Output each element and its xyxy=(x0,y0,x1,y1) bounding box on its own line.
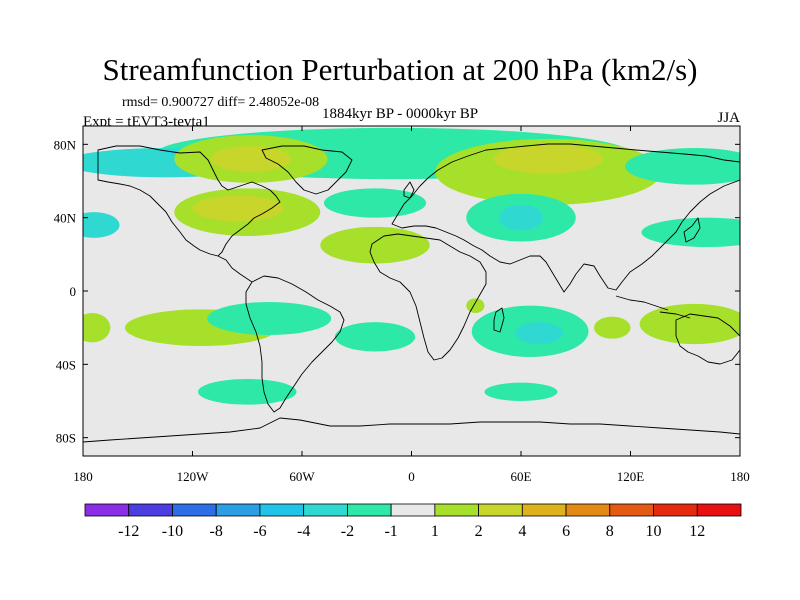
colorbar-label: 12 xyxy=(689,523,705,540)
anomaly-region xyxy=(320,226,430,264)
x-tick-label: 120W xyxy=(177,469,210,484)
colorbar-swatch xyxy=(390,503,436,517)
coastline-eurasia xyxy=(391,143,740,293)
anomaly-region xyxy=(484,382,558,402)
y-tick-label: 40S xyxy=(56,357,76,372)
x-tick-label: 60W xyxy=(289,469,315,484)
anomaly-region xyxy=(493,144,604,174)
coastline-australia xyxy=(675,313,740,365)
anomaly-region xyxy=(83,313,111,343)
colorbar-label: -10 xyxy=(162,523,183,540)
colorbar-swatch xyxy=(521,503,567,517)
colorbar-label: -6 xyxy=(253,523,266,540)
colorbar-label: -4 xyxy=(297,523,310,540)
x-tick-label: 180 xyxy=(73,469,93,484)
colorbar-swatch xyxy=(609,503,654,517)
anomaly-region xyxy=(192,195,284,222)
colorbar: -12 -10 -8 -6 -4 -2 -1 1 2 4 6 8 10 12 xyxy=(84,503,742,540)
anomaly-region xyxy=(83,212,120,238)
colorbar-label: 1 xyxy=(431,523,439,540)
colorbar-label: 6 xyxy=(562,523,570,540)
colorbar-label: -2 xyxy=(341,523,354,540)
anomaly-region xyxy=(210,146,292,172)
colorbar-swatch xyxy=(653,503,698,517)
anomaly-region xyxy=(641,217,740,247)
colorbar-label: -12 xyxy=(118,523,139,540)
coastline-japan xyxy=(683,217,701,243)
colorbar-swatch xyxy=(696,503,742,517)
anomaly-layer xyxy=(83,127,740,405)
colorbar-swatch xyxy=(128,503,173,517)
colorbar-swatch xyxy=(84,503,130,517)
colorbar-label: -1 xyxy=(384,523,397,540)
colorbar-swatch xyxy=(346,503,392,517)
colorbar-label: 8 xyxy=(606,523,614,540)
anomaly-region xyxy=(466,298,485,313)
colorbar-swatch xyxy=(565,503,611,517)
y-tick-label: 0 xyxy=(70,284,77,299)
coastline-antarctica xyxy=(83,417,740,443)
colorbar-label: 4 xyxy=(518,523,526,540)
chart-title: Streamfunction Perturbation at 200 hPa (… xyxy=(102,52,698,87)
colorbar-swatch xyxy=(259,503,305,517)
anomaly-region xyxy=(197,379,297,405)
anomaly-region xyxy=(625,148,740,185)
anomaly-region xyxy=(499,204,543,231)
y-axis: 80N 40N 0 40S 80S xyxy=(54,137,740,446)
anomaly-region xyxy=(334,322,416,352)
coastline-south-america xyxy=(245,275,345,413)
x-tick-label: 180 xyxy=(730,469,750,484)
x-tick-label: 0 xyxy=(408,469,415,484)
coastline-africa xyxy=(369,233,487,361)
x-axis: 180 120W 60W 0 60E 120E 180 xyxy=(73,126,750,484)
coastline-greenland xyxy=(261,145,353,195)
coastline-north-america xyxy=(97,145,281,257)
coastline-madagascar xyxy=(493,307,505,333)
colorbar-label: 10 xyxy=(646,523,662,540)
x-tick-label: 120E xyxy=(617,469,645,484)
x-tick-label: 60E xyxy=(511,469,532,484)
coastline-central-america xyxy=(217,255,253,283)
anomaly-region xyxy=(594,316,631,339)
colorbar-swatch xyxy=(215,503,261,517)
colorbar-swatch xyxy=(478,503,523,517)
season-label: JJA xyxy=(717,110,740,126)
anomaly-region xyxy=(323,188,427,218)
colorbar-label: 2 xyxy=(475,523,483,540)
anomaly-region xyxy=(639,303,740,345)
y-tick-label: 80S xyxy=(56,431,76,446)
colorbar-label: -8 xyxy=(210,523,223,540)
stats-label: rmsd= 0.900727 diff= 2.48052e-08 xyxy=(122,95,320,110)
anomaly-region xyxy=(515,322,563,345)
colorbar-swatch xyxy=(303,503,348,517)
colorbar-swatch xyxy=(434,503,480,517)
y-tick-label: 40N xyxy=(54,211,77,226)
coastlines xyxy=(83,143,740,443)
coastline-indonesia xyxy=(615,295,691,319)
period-label: 1884kyr BP - 0000kyr BP xyxy=(322,106,479,122)
colorbar-swatch xyxy=(172,503,217,517)
y-tick-label: 80N xyxy=(54,137,77,152)
coastline-british-isles xyxy=(403,181,415,199)
anomaly-region xyxy=(207,302,332,335)
